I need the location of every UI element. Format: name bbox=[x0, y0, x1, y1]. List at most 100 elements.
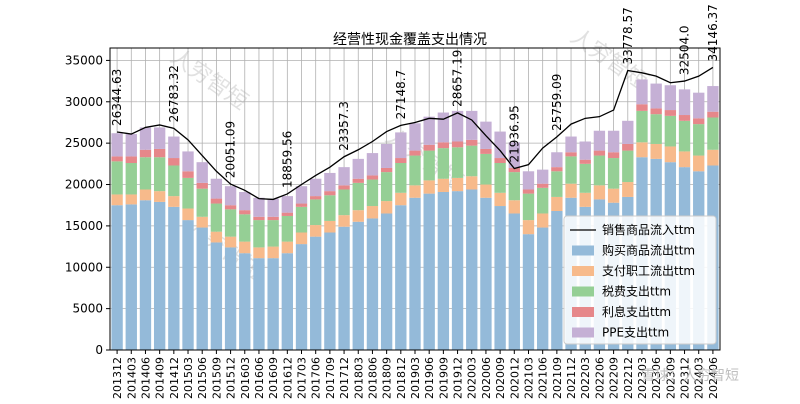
legend-swatch bbox=[572, 266, 594, 276]
x-tick-label: 201606 bbox=[253, 357, 266, 399]
bar-segment bbox=[622, 151, 633, 182]
bar-segment bbox=[367, 153, 378, 175]
bar-segment bbox=[636, 111, 647, 142]
x-tick-label: 201512 bbox=[225, 357, 238, 399]
bar-segment bbox=[168, 207, 179, 350]
x-tick-label: 201909 bbox=[437, 357, 450, 399]
bar-segment bbox=[324, 195, 335, 221]
bar-segment bbox=[282, 216, 293, 242]
bar-segment bbox=[253, 258, 264, 350]
value-annotation: 27148.7 bbox=[394, 70, 408, 120]
value-annotation: 26783.32 bbox=[167, 65, 181, 122]
x-tick-label: 202009 bbox=[494, 357, 507, 399]
bar-segment bbox=[395, 132, 406, 158]
bar-segment bbox=[580, 160, 591, 164]
bar-segment bbox=[154, 191, 165, 202]
x-tick-label: 201506 bbox=[196, 357, 209, 399]
bar-segment bbox=[509, 172, 520, 200]
x-tick-label: 201812 bbox=[395, 357, 408, 399]
bar-segment bbox=[551, 171, 562, 197]
bar-segment bbox=[310, 199, 321, 225]
x-tick-label: 201603 bbox=[239, 357, 252, 399]
bar-segment bbox=[523, 194, 534, 220]
bar-segment bbox=[140, 157, 151, 189]
bar-segment bbox=[494, 193, 505, 206]
value-annotation: 23357.3 bbox=[337, 101, 351, 151]
y-tick-label: 10000 bbox=[65, 260, 103, 274]
bar-segment bbox=[424, 151, 435, 181]
x-tick-label: 201709 bbox=[324, 357, 337, 399]
bar-segment bbox=[523, 234, 534, 350]
bar-segment bbox=[665, 146, 676, 162]
bar-segment bbox=[424, 145, 435, 151]
bar-segment bbox=[707, 112, 718, 118]
bar-segment bbox=[594, 131, 605, 151]
y-tick-label: 25000 bbox=[65, 136, 103, 150]
x-tick-label: 202209 bbox=[608, 357, 621, 399]
bar-segment bbox=[182, 171, 193, 178]
y-tick-label: 5000 bbox=[72, 302, 103, 316]
bar-segment bbox=[693, 93, 704, 119]
bar-segment bbox=[381, 168, 392, 172]
value-annotation: 26344.63 bbox=[110, 69, 124, 126]
value-annotation: 28657.19 bbox=[451, 50, 465, 107]
bar-segment bbox=[211, 242, 222, 350]
bar-segment bbox=[267, 258, 278, 350]
bar-segment bbox=[537, 213, 548, 227]
x-tick-label: 202103 bbox=[522, 357, 535, 399]
bar-segment bbox=[182, 151, 193, 171]
x-tick-label: 201412 bbox=[168, 357, 181, 399]
bar-segment bbox=[565, 137, 576, 153]
bar-segment bbox=[523, 189, 534, 193]
bar-segment bbox=[154, 202, 165, 350]
value-annotation: 34146.37 bbox=[706, 4, 720, 61]
bar-segment bbox=[197, 189, 208, 217]
bar-segment bbox=[707, 118, 718, 150]
bar-segment bbox=[665, 110, 676, 116]
legend-swatch bbox=[572, 307, 594, 317]
x-tick-label: 202112 bbox=[565, 357, 578, 399]
x-tick-label: 201609 bbox=[267, 357, 280, 399]
bar-segment bbox=[324, 191, 335, 195]
bar-segment bbox=[679, 89, 690, 115]
bar-segment bbox=[438, 148, 449, 179]
x-tick-label: 201403 bbox=[125, 357, 138, 399]
bar-segment bbox=[168, 158, 179, 165]
bar-segment bbox=[622, 182, 633, 197]
bar-segment bbox=[409, 156, 420, 186]
bar-segment bbox=[580, 164, 591, 193]
bar-segment bbox=[424, 194, 435, 350]
legend-label: 购买商品流出ttm bbox=[602, 243, 695, 258]
bar-segment bbox=[282, 196, 293, 213]
x-tick-label: 201509 bbox=[210, 357, 223, 399]
bar-segment bbox=[211, 232, 222, 243]
bar-segment bbox=[452, 147, 463, 178]
bar-segment bbox=[282, 253, 293, 350]
y-tick-label: 0 bbox=[95, 343, 103, 357]
legend-swatch bbox=[572, 287, 594, 297]
bar-segment bbox=[338, 227, 349, 350]
x-tick-label: 201706 bbox=[310, 357, 323, 399]
bar-segment bbox=[480, 154, 491, 185]
bar-segment bbox=[636, 79, 647, 104]
bar-segment bbox=[650, 144, 661, 159]
bar-segment bbox=[665, 116, 676, 147]
bar-segment bbox=[693, 124, 704, 155]
bar-segment bbox=[565, 156, 576, 183]
footer-watermark: 雪球：人穷智短 bbox=[641, 368, 739, 384]
x-tick-label: 202212 bbox=[622, 357, 635, 399]
bar-segment bbox=[239, 253, 250, 350]
bar-segment bbox=[253, 247, 264, 258]
x-tick-label: 201912 bbox=[452, 357, 465, 399]
bar-segment bbox=[480, 149, 491, 154]
bar-segment bbox=[182, 209, 193, 221]
bar-segment bbox=[225, 209, 236, 236]
bar-segment bbox=[111, 161, 122, 194]
bar-segment bbox=[523, 220, 534, 234]
bar-segment bbox=[126, 163, 137, 194]
bar-segment bbox=[580, 193, 591, 207]
bar-segment bbox=[622, 144, 633, 151]
bar-segment bbox=[353, 159, 364, 179]
bar-segment bbox=[324, 221, 335, 233]
